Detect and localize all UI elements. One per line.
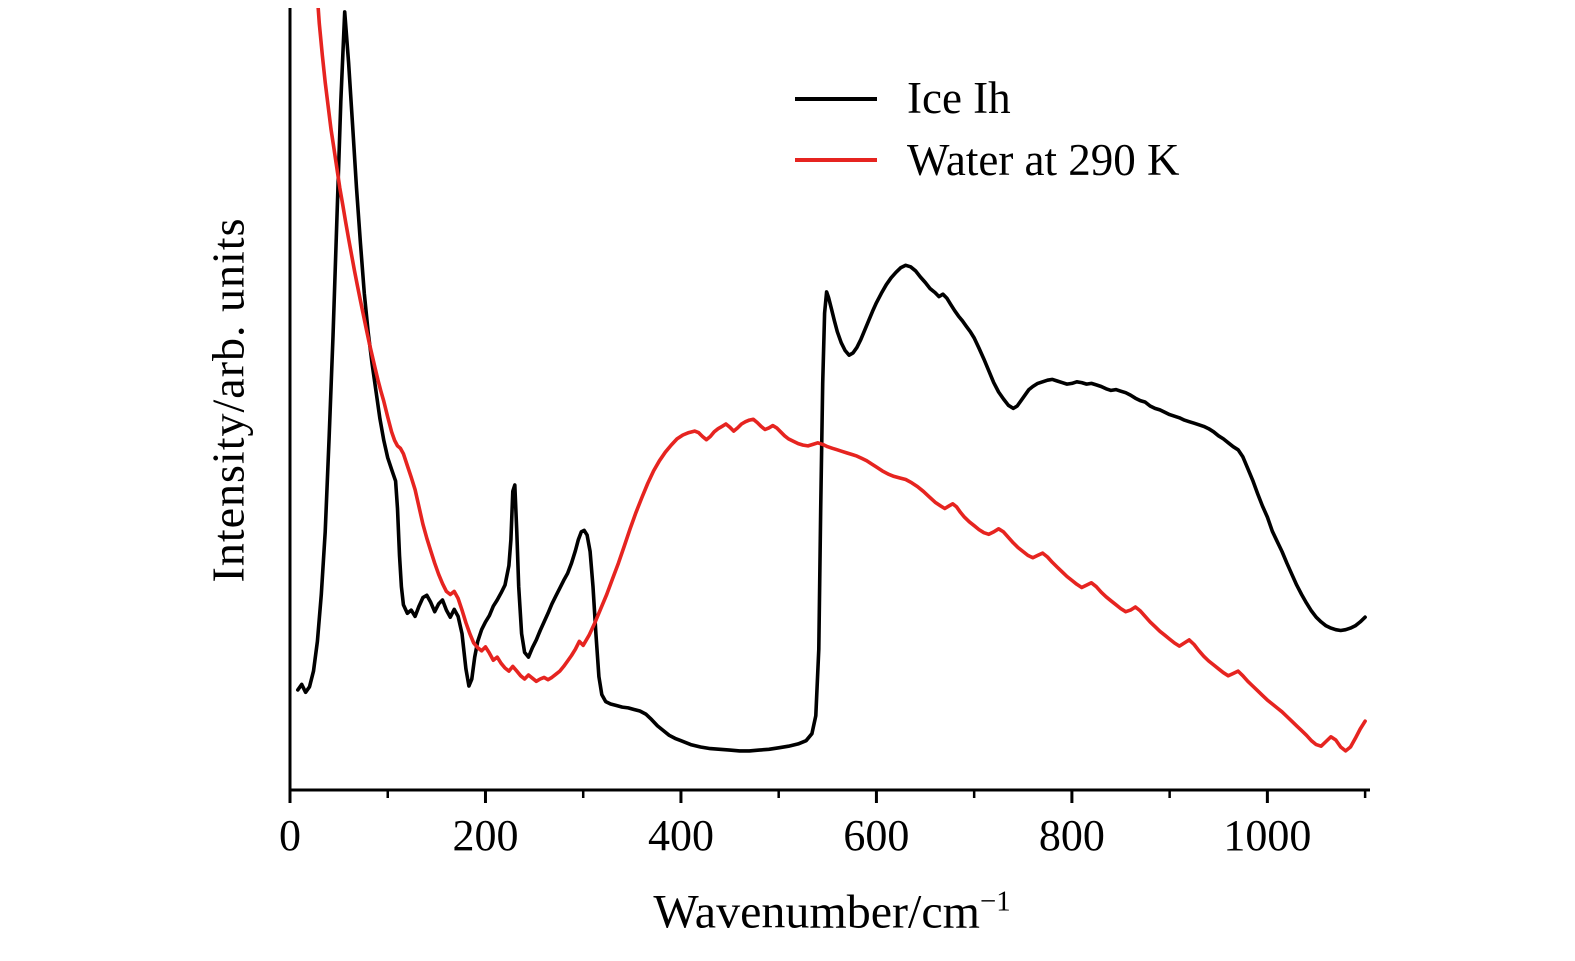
legend-label-ice-ih: Ice Ih <box>907 73 1011 123</box>
x-axis-tick-label: 1000 <box>1223 811 1311 860</box>
series-line-ice-ih <box>295 10 1367 753</box>
legend-line-sample-ice-ih <box>795 96 877 101</box>
legend-item-ice-ih: Ice Ih <box>795 73 1180 124</box>
x-axis-tick-label: 600 <box>843 811 909 860</box>
y-axis-label: Intensity/arb. units <box>202 217 254 583</box>
x-axis-label: Wavenumber/cm−1 <box>653 885 1010 940</box>
legend: Ice Ih Water at 290 K <box>795 73 1180 186</box>
legend-label-water-290k: Water at 290 K <box>907 134 1180 185</box>
series-line-water-at-290-k <box>316 8 1367 753</box>
x-axis-tick-label: 800 <box>1039 811 1105 860</box>
x-axis-label-base: Wavenumber/cm <box>653 885 981 939</box>
x-axis-tick-label: 400 <box>648 811 714 860</box>
legend-item-water-290k: Water at 290 K <box>795 134 1180 186</box>
legend-line-sample-water-290k <box>795 158 877 163</box>
x-axis-label-exponent: −1 <box>980 885 1011 918</box>
x-axis-tick-label: 0 <box>279 811 301 860</box>
x-axis-tick-label: 200 <box>452 811 518 860</box>
